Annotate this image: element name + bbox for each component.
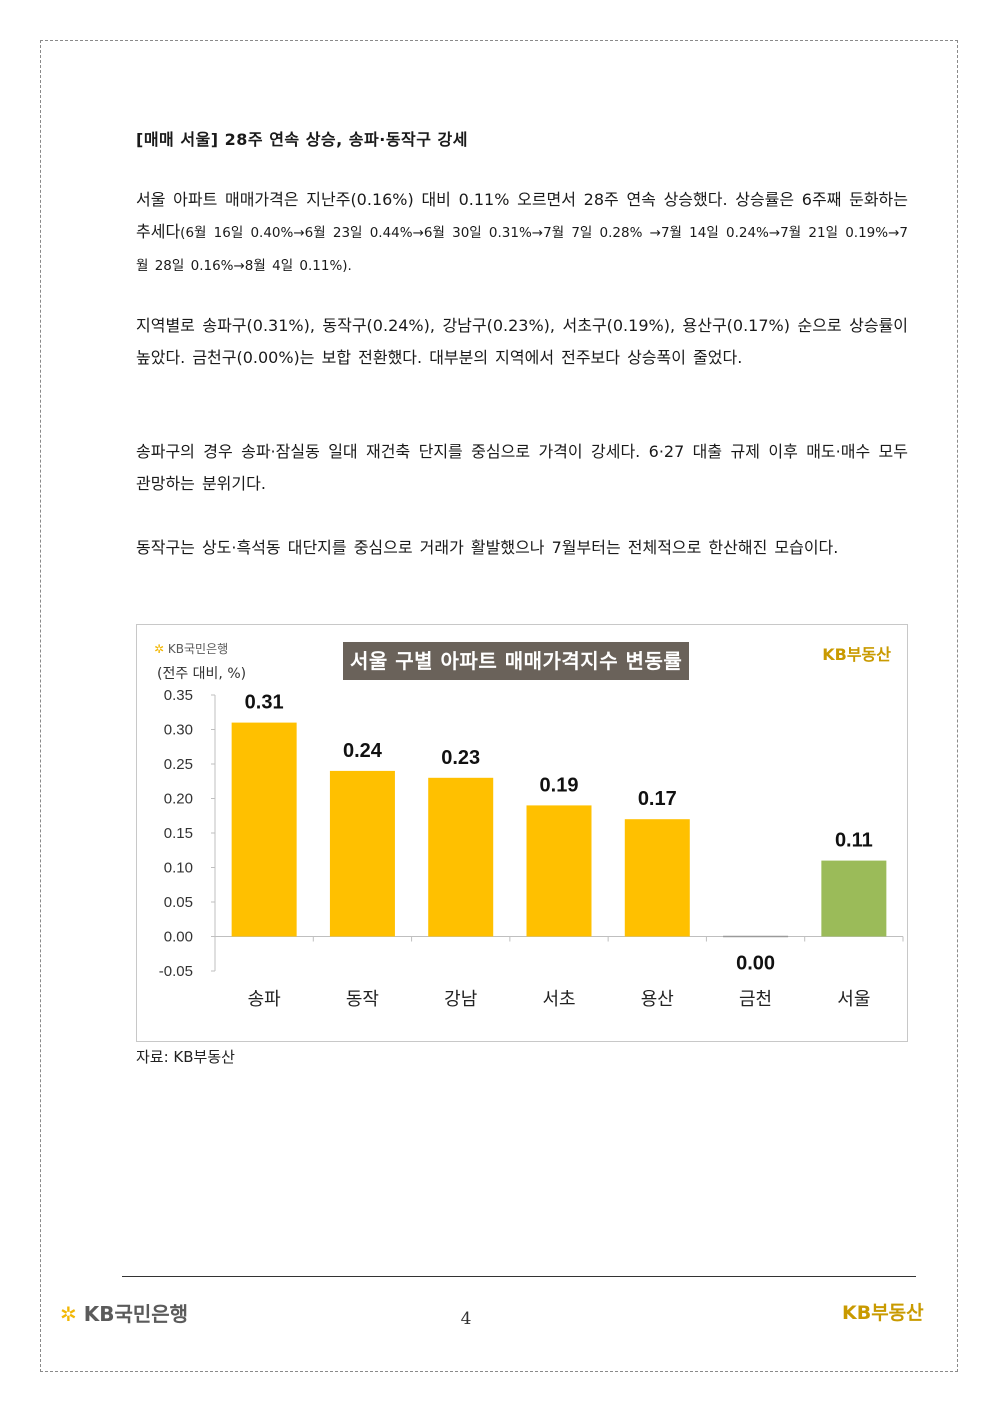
category-label: 서초 <box>542 989 575 1010</box>
data-label: 0.31 <box>245 692 284 714</box>
paragraph-dongjak: 동작구는 상도·흑석동 대단지를 중심으로 거래가 활발했으나 7월부터는 전체… <box>136 538 839 557</box>
bar-송파 <box>231 722 297 937</box>
y-tick-label: 0.15 <box>164 825 193 842</box>
data-label: 0.11 <box>835 830 873 852</box>
paragraph-summary: 서울 아파트 매매가격은 지난주(0.16%) 대비 0.11% 오르면서 28… <box>136 184 908 283</box>
paragraph-regions: 지역별로 송파구(0.31%), 동작구(0.24%), 강남구(0.23%),… <box>136 316 908 367</box>
category-label: 강남 <box>444 989 477 1010</box>
chart-title: 서울 구별 아파트 매매가격지수 변동률 <box>343 642 690 680</box>
bar-서울 <box>821 860 887 937</box>
kb-star-icon: ✲ <box>60 1302 77 1326</box>
category-label: 금천 <box>739 989 772 1010</box>
y-tick-label: 0.00 <box>164 929 193 946</box>
data-label: 0.00 <box>736 953 775 975</box>
category-label: 동작 <box>346 989 379 1010</box>
page-border <box>40 40 958 1372</box>
source-note: 자료: KB부동산 <box>136 1048 235 1066</box>
footer-bank-logo-text: KB국민은행 <box>83 1302 189 1326</box>
y-tick-label: -0.05 <box>159 963 193 980</box>
section-heading: [매매 서울] 28주 연속 상승, 송파·동작구 강세 <box>136 130 468 149</box>
y-tick-label: 0.10 <box>164 860 193 877</box>
y-tick-label: 0.30 <box>164 722 193 739</box>
category-label: 송파 <box>248 989 282 1010</box>
paragraph-summary-main: 서울 아파트 매매가격은 지난주(0.16%) 대비 0.11% 오르면서 28… <box>136 190 908 241</box>
chart-estate-logo: KB부동산 <box>822 645 891 664</box>
y-tick-label: 0.20 <box>164 791 193 808</box>
data-label: 0.17 <box>638 788 677 810</box>
chart-bank-logo-text: KB국민은행 <box>167 642 229 656</box>
kb-star-icon: ✲ <box>154 642 165 656</box>
footer-divider <box>122 1276 916 1277</box>
bar-강남 <box>428 777 494 937</box>
y-tick-label: 0.05 <box>164 894 193 911</box>
category-label: 서울 <box>837 989 870 1010</box>
page-number: 4 <box>460 1309 472 1329</box>
y-tick-label: 0.25 <box>164 756 193 773</box>
y-tick-label: 0.35 <box>164 687 193 704</box>
category-label: 용산 <box>641 989 674 1010</box>
chart-container: 0.35 0.30 0.25 0.20 0.15 0.10 0.05 0.00 -0.05 0.3… <box>136 624 908 1042</box>
bar-서초 <box>526 805 592 937</box>
chart-unit-label: (전주 대비, %) <box>157 666 247 682</box>
bar-동작 <box>329 770 395 937</box>
bar-용산 <box>624 819 690 937</box>
footer-estate-logo: KB부동산 <box>842 1302 924 1324</box>
data-label: 0.23 <box>441 747 480 769</box>
bar-chart: 0.35 0.30 0.25 0.20 0.15 0.10 0.05 0.00 -0.05 0.3… <box>159 687 904 1010</box>
paragraph-songpa: 송파구의 경우 송파·잠실동 일대 재건축 단지를 중심으로 가격이 강세다. … <box>136 442 908 493</box>
paragraph-summary-detail: (6월 16일 0.40%→6월 23일 0.44%→6월 30일 0.31%→… <box>136 224 908 275</box>
bar-금천 <box>723 935 789 938</box>
footer-bank-logo: ✲ KB국민은행 <box>60 1298 188 1327</box>
chart-bank-logo: ✲ KB국민은행 <box>154 640 228 657</box>
data-label: 0.19 <box>540 774 579 796</box>
data-label: 0.24 <box>343 740 383 762</box>
